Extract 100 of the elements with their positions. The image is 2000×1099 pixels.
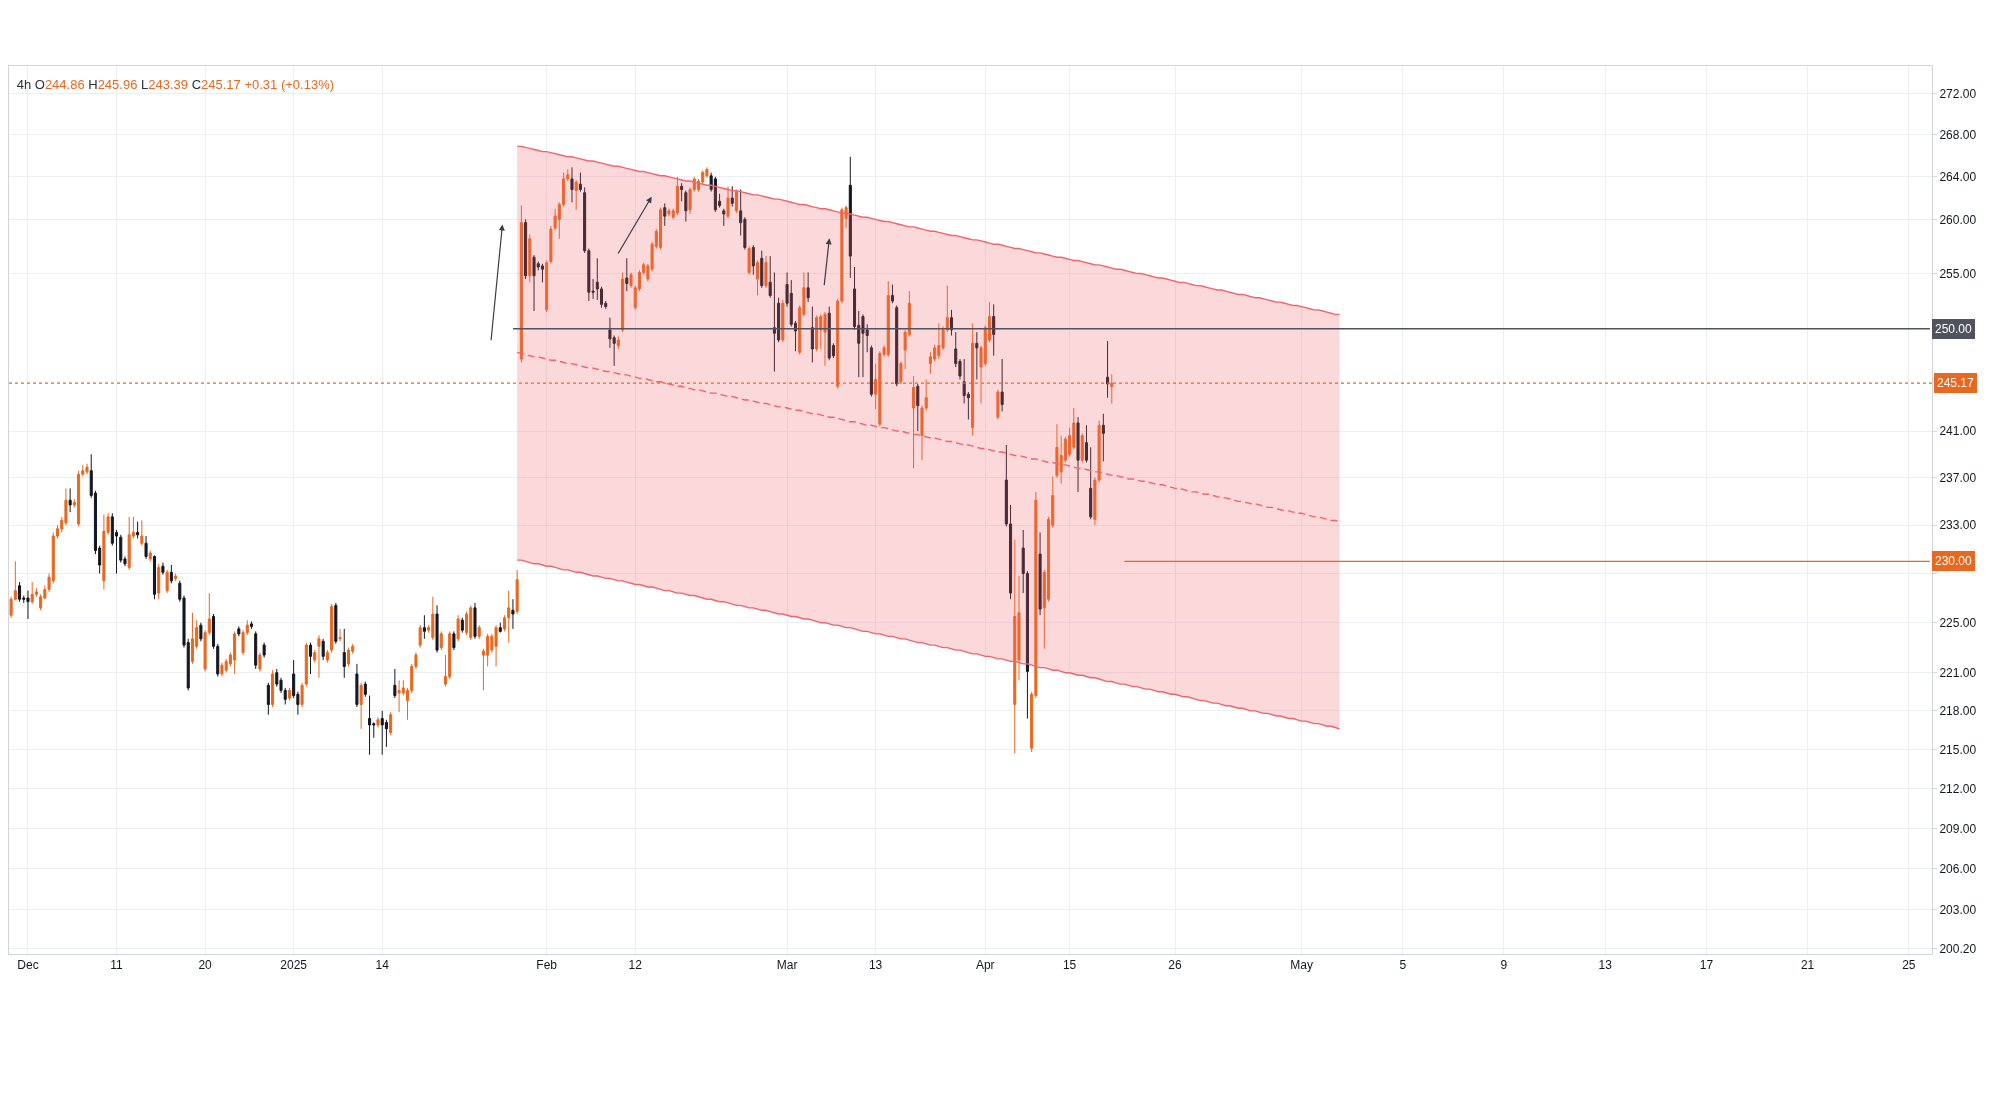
- candlestick: [157, 563, 161, 600]
- candlestick: [190, 612, 194, 665]
- candlestick: [18, 581, 22, 603]
- x-tick-label: 14: [375, 958, 390, 973]
- candlestick: [452, 630, 456, 651]
- candlestick: [102, 513, 106, 590]
- y-tick-label: 200.20: [1939, 941, 1977, 956]
- candlestick: [949, 309, 954, 336]
- candlestick: [266, 682, 270, 716]
- candlestick: [338, 628, 342, 642]
- candlestick: [249, 620, 254, 630]
- candlestick: [519, 204, 523, 363]
- candlestick: [287, 687, 291, 702]
- candlestick: [764, 255, 768, 289]
- x-tick-label: 20: [198, 958, 213, 973]
- candlestick: [233, 630, 237, 675]
- candlestick: [237, 625, 241, 637]
- candlestick: [494, 624, 498, 667]
- candlestick: [346, 647, 351, 667]
- candlestick: [722, 208, 726, 227]
- candlestick: [574, 179, 578, 211]
- candlestick: [848, 156, 852, 279]
- y-tick-label: 225.00: [1939, 615, 1977, 630]
- candlestick: [325, 649, 329, 664]
- candlestick: [397, 679, 401, 713]
- y-tick-label: 272.00: [1939, 86, 1977, 101]
- candlestick: [781, 299, 785, 343]
- y-tick-label: 203.00: [1939, 902, 1977, 917]
- candlestick: [869, 345, 873, 398]
- candlestick: [675, 176, 679, 216]
- candlestick: [389, 711, 393, 736]
- candlestick: [477, 624, 481, 640]
- line-series: [516, 145, 1341, 316]
- candlestick: [435, 604, 439, 654]
- ref-line-label: 245.17: [1937, 376, 1975, 390]
- candlestick: [827, 306, 831, 361]
- candlestick: [431, 596, 435, 641]
- candlestick: [890, 284, 895, 304]
- candlestick: [254, 630, 258, 670]
- y-tick-label: 221.00: [1939, 665, 1977, 680]
- candlestick: [992, 303, 996, 357]
- candlestick: [545, 259, 549, 313]
- candlestick: [165, 569, 169, 594]
- candlestick: [313, 649, 317, 664]
- candlestick: [713, 176, 717, 213]
- candlestick: [422, 614, 426, 640]
- candlestick: [616, 336, 620, 350]
- candlestick: [161, 562, 165, 576]
- candlestick: [220, 662, 224, 677]
- x-tick-label: Mar: [776, 958, 798, 973]
- x-tick-label: Feb: [536, 958, 558, 973]
- candlestick: [321, 638, 325, 661]
- y-tick-label: 237.00: [1939, 470, 1977, 485]
- candlestick: [1084, 424, 1088, 463]
- candlestick: [418, 624, 422, 649]
- candlestick: [511, 598, 515, 630]
- candlestick: [1101, 413, 1105, 462]
- candlestick: [916, 383, 920, 432]
- y-tick-label: 215.00: [1939, 742, 1977, 757]
- candlestick: [68, 487, 72, 513]
- candlestick: [625, 257, 629, 292]
- candlestick: [629, 271, 633, 289]
- candlestick: [119, 534, 123, 564]
- x-tick-label: 5: [1399, 958, 1407, 973]
- candlestick: [169, 564, 173, 584]
- y-tick-label: 264.00: [1939, 170, 1977, 185]
- candlestick: [330, 603, 334, 654]
- y-tick-label: 212.00: [1939, 781, 1977, 796]
- y-tick-label: 233.00: [1939, 518, 1977, 533]
- candlestick: [507, 590, 511, 644]
- candlestick: [174, 573, 178, 582]
- candlestick: [380, 710, 384, 756]
- candlestick: [262, 642, 266, 659]
- candlestick: [730, 185, 734, 208]
- line-series: [516, 351, 1341, 523]
- candlestick: [756, 259, 760, 297]
- candlestick: [393, 668, 397, 699]
- candlestick: [376, 716, 380, 729]
- chart-title: 4h O244.86 H245.96 L243.39 C245.17 +0.31 (+0.13%): [16, 76, 335, 92]
- data-label: 230.00: [1935, 554, 1973, 568]
- candlestick: [810, 306, 814, 363]
- candlestick: [258, 652, 262, 672]
- candlestick: [363, 681, 367, 698]
- x-tick-label: 13: [1598, 958, 1613, 973]
- x-tick-label: 2025: [280, 958, 308, 973]
- candlestick: [1089, 446, 1093, 520]
- x-tick-label: 25: [1902, 958, 1916, 973]
- candlestick: [304, 642, 308, 688]
- candlestick: [300, 682, 304, 708]
- candlestick: [152, 554, 157, 600]
- candlestick: [895, 304, 899, 387]
- y-tick-label: 209.00: [1939, 821, 1977, 836]
- candlestick: [815, 314, 819, 352]
- candlestick: [667, 208, 671, 217]
- candlestick: [136, 521, 140, 539]
- candlestick: [368, 695, 372, 756]
- candlestick: [148, 549, 152, 562]
- x-tick-label: Apr: [975, 958, 995, 973]
- candlestick: [334, 602, 338, 645]
- x-tick-label: 12: [628, 958, 643, 973]
